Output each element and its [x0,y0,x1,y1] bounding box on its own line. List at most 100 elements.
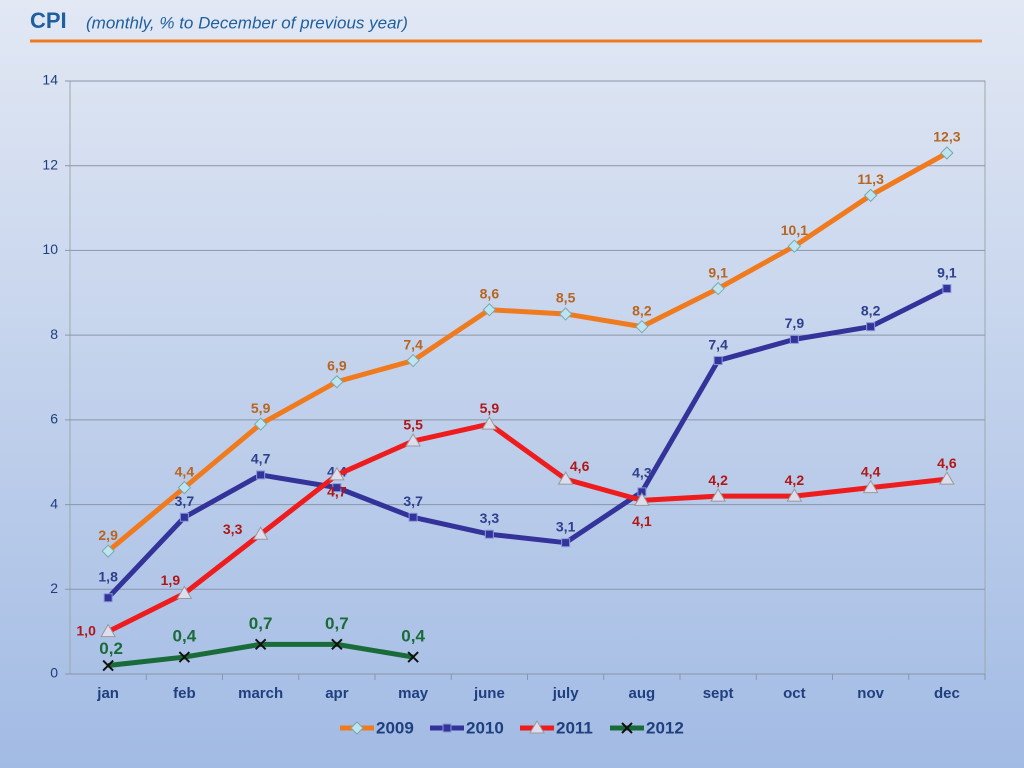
y-tick-label: 14 [42,72,58,88]
x-tick-label: nov [857,685,884,702]
data-label: 8,2 [632,302,652,318]
data-label: 4,1 [632,513,652,529]
marker [787,239,802,253]
data-label: 4,2 [708,472,728,488]
y-tick-label: 4 [50,495,58,511]
data-label: 0,4 [401,627,425,646]
data-label: 4,2 [785,472,805,488]
legend-label: 2010 [466,718,504,737]
y-tick-label: 0 [50,665,58,681]
data-label: 8,2 [861,302,881,318]
marker [635,319,649,334]
marker [103,593,113,603]
y-tick-label: 12 [42,156,58,172]
data-label: 4,4 [175,463,195,479]
data-label: 1,0 [76,622,96,638]
data-label: 11,3 [857,171,884,187]
legend-label: 2009 [376,718,414,737]
x-tick-label: feb [173,685,196,702]
x-tick-label: march [238,685,283,702]
data-label: 4,4 [861,463,881,479]
y-tick-label: 6 [50,411,58,427]
legend-label: 2011 [556,718,593,737]
series-line [107,421,948,634]
marker [561,538,571,548]
data-label: 4,3 [632,465,652,481]
x-tick-label: oct [783,685,806,702]
marker [558,307,573,321]
data-label: 0,7 [325,614,349,633]
marker [179,512,189,522]
marker [713,356,723,366]
chart-title: CPI [30,8,67,33]
marker [329,466,345,481]
marker [101,544,115,558]
marker [252,526,269,540]
data-label: 4,7 [251,451,271,467]
marker [177,480,192,495]
marker [621,722,633,734]
data-label: 8,6 [480,285,500,301]
x-tick-label: dec [934,685,960,702]
data-label: 9,1 [708,264,728,280]
marker [711,281,725,296]
data-label: 0,2 [99,639,123,658]
data-label: 4,6 [937,455,957,471]
data-label: 9,1 [937,264,957,280]
x-tick-label: may [398,685,429,702]
series-line [106,150,949,554]
data-label: 7,9 [785,315,805,331]
marker [940,146,954,160]
data-label: 1,9 [161,572,181,588]
marker [529,720,545,734]
data-label: 5,5 [403,417,423,433]
data-label: 2,9 [98,527,118,543]
marker [406,353,420,368]
marker [786,488,803,502]
data-label: 10,1 [781,222,808,238]
chart-subtitle: (monthly, % to December of previous year… [86,13,408,32]
marker [253,417,268,431]
y-tick-label: 2 [50,580,58,596]
marker [330,375,344,389]
data-label: 7,4 [708,336,728,352]
marker [942,284,952,294]
marker [481,416,498,430]
data-label: 12,3 [933,129,960,145]
data-label: 0,4 [173,627,197,646]
marker [634,492,650,506]
marker [407,651,419,663]
marker [254,638,267,651]
marker [332,483,342,493]
legend-label: 2012 [646,718,684,737]
marker [442,723,452,733]
x-tick-label: jan [96,685,119,702]
data-label: 3,7 [403,493,423,509]
data-label: 8,5 [556,290,576,306]
x-tick-label: aug [629,685,656,702]
marker [102,659,114,672]
data-label: 5,9 [480,400,500,416]
data-label: 4,6 [570,458,590,474]
marker [482,303,497,317]
marker [100,623,116,638]
y-tick-label: 10 [42,241,58,257]
data-label: 3,3 [223,521,243,537]
data-label: 5,9 [251,400,271,416]
marker [178,651,191,663]
data-label: 7,4 [403,336,423,352]
marker [939,471,955,485]
data-label: 6,9 [327,357,347,373]
data-label: 3,3 [480,510,500,526]
y-tick-label: 8 [50,326,58,342]
marker [331,638,343,651]
marker [256,470,266,480]
x-tick-label: july [552,685,579,702]
marker [408,512,418,522]
marker [710,488,726,502]
marker [789,334,799,344]
data-label: 3,7 [175,493,195,509]
marker [176,585,193,600]
